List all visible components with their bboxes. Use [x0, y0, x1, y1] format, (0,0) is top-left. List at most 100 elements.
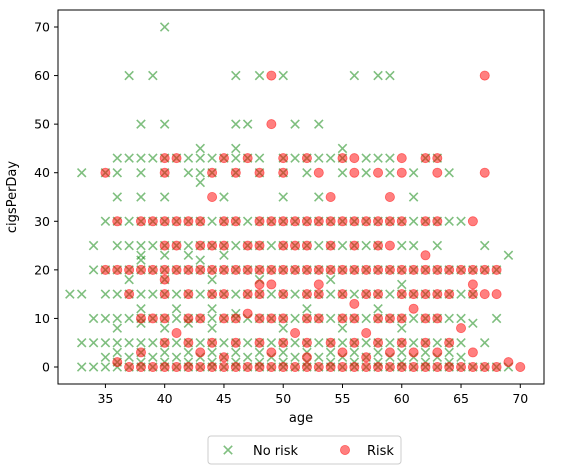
- data-point: [147, 216, 158, 227]
- data-point: [456, 264, 467, 275]
- data-point: [349, 167, 360, 178]
- data-point: [124, 216, 134, 227]
- data-point: [337, 337, 348, 348]
- data-point: [136, 153, 146, 163]
- x-tick-label: 65: [453, 391, 469, 406]
- data-point: [231, 143, 241, 154]
- x-axis-label: age: [289, 411, 313, 426]
- data-point: [432, 167, 443, 178]
- data-point: [349, 153, 360, 164]
- data-point: [266, 264, 277, 275]
- data-point: [313, 279, 324, 290]
- data-point: [266, 216, 277, 227]
- data-point: [396, 337, 407, 348]
- data-point: [148, 352, 158, 363]
- data-point: [361, 352, 372, 363]
- data-point: [254, 279, 265, 290]
- data-point: [183, 250, 194, 261]
- data-point: [136, 167, 146, 178]
- data-point: [313, 167, 324, 178]
- data-point: [159, 361, 170, 372]
- data-point: [230, 216, 241, 227]
- data-point: [148, 240, 158, 251]
- data-point: [112, 337, 123, 348]
- data-point: [218, 240, 229, 251]
- x-tick-label: 40: [157, 391, 173, 406]
- data-point: [207, 153, 217, 163]
- data-point: [420, 153, 431, 164]
- data-point: [112, 323, 123, 333]
- data-point: [420, 216, 431, 227]
- data-point: [76, 337, 87, 348]
- data-point: [408, 337, 419, 348]
- data-point: [183, 153, 194, 163]
- data-point: [301, 337, 312, 348]
- data-point: [218, 352, 229, 363]
- data-point: [266, 347, 277, 358]
- y-tick-label: 50: [34, 117, 50, 132]
- data-point: [313, 264, 324, 275]
- data-point: [325, 289, 336, 299]
- data-point: [278, 216, 289, 227]
- data-point: [385, 289, 395, 299]
- data-point: [385, 167, 395, 178]
- y-tick-label: 20: [34, 262, 50, 277]
- data-point: [159, 167, 170, 178]
- data-point: [479, 240, 490, 251]
- data-point: [349, 289, 360, 299]
- data-point: [373, 313, 384, 324]
- data-point: [432, 347, 443, 358]
- data-point: [254, 347, 265, 358]
- data-point: [195, 255, 206, 265]
- legend-marker-risk: [339, 444, 350, 455]
- data-point: [171, 289, 182, 299]
- data-point: [491, 313, 502, 324]
- data-point: [515, 361, 526, 372]
- data-point: [361, 313, 371, 324]
- data-point: [159, 240, 170, 251]
- data-point: [444, 361, 455, 372]
- data-point: [337, 361, 348, 372]
- data-point: [100, 362, 111, 372]
- data-point: [432, 337, 443, 348]
- data-point: [124, 361, 135, 372]
- data-point: [349, 298, 360, 309]
- x-tick-label: 50: [275, 391, 291, 406]
- data-point: [420, 313, 431, 324]
- data-point: [183, 264, 194, 275]
- data-point: [325, 313, 336, 324]
- data-point: [278, 240, 289, 251]
- data-point: [218, 216, 229, 227]
- data-point: [195, 216, 206, 227]
- data-point: [278, 347, 288, 358]
- data-point: [159, 289, 170, 300]
- data-point: [349, 70, 360, 81]
- data-point: [301, 216, 312, 227]
- data-point: [171, 303, 182, 314]
- data-point: [349, 216, 360, 227]
- data-point: [183, 240, 194, 251]
- data-point: [313, 361, 324, 372]
- data-point: [337, 143, 348, 154]
- data-point: [135, 216, 146, 227]
- data-point: [100, 264, 111, 275]
- data-point: [242, 352, 253, 363]
- data-point: [385, 337, 395, 348]
- data-point: [88, 362, 99, 372]
- data-point: [444, 289, 455, 300]
- data-point: [302, 303, 312, 314]
- legend-marker-shape: [339, 444, 350, 455]
- data-point: [396, 216, 407, 227]
- data-point: [361, 264, 372, 275]
- data-point: [408, 347, 419, 358]
- data-point: [337, 153, 348, 164]
- data-point: [278, 361, 289, 372]
- data-point: [112, 347, 123, 358]
- data-point: [314, 192, 324, 202]
- data-point: [301, 240, 312, 251]
- data-point: [337, 167, 348, 178]
- data-point: [124, 240, 134, 251]
- data-point: [314, 240, 324, 251]
- x-tick-label: 60: [394, 391, 410, 406]
- data-point: [219, 192, 229, 202]
